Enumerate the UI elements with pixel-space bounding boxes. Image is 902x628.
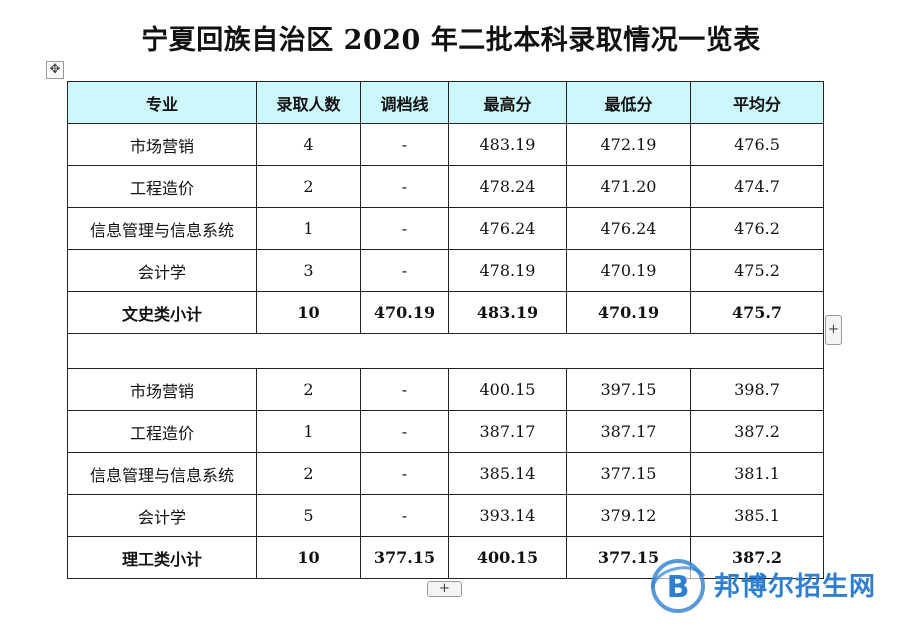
table-row: 市场营销 4 - 483.19 472.19 476.5 (67, 123, 824, 166)
header-min: 最低分 (566, 81, 691, 124)
cell-max[interactable]: 400.15 (448, 368, 567, 411)
add-column-button[interactable]: + (825, 315, 842, 345)
table-row: 信息管理与信息系统 1 - 476.24 476.24 476.2 (67, 207, 824, 250)
cell-min[interactable]: 379.12 (566, 494, 691, 537)
cell-cutoff[interactable]: - (360, 368, 449, 411)
cell-min[interactable]: 377.15 (566, 452, 691, 495)
cell-admitted[interactable]: 1 (256, 207, 361, 250)
add-row-button[interactable]: + (427, 581, 462, 597)
table-row: 信息管理与信息系统 2 - 385.14 377.15 381.1 (67, 452, 824, 495)
science-subtotal-row: 理工类小计 10 377.15 400.15 377.15 387.2 (67, 536, 824, 579)
cell-cutoff[interactable]: 470.19 (360, 291, 449, 334)
cell-avg[interactable]: 474.7 (690, 165, 824, 208)
table-row: 工程造价 1 - 387.17 387.17 387.2 (67, 410, 824, 453)
cell-avg[interactable]: 387.2 (690, 536, 824, 579)
cell-avg[interactable]: 385.1 (690, 494, 824, 537)
watermark-text: 邦博尔招生网 (714, 572, 877, 602)
cell-admitted[interactable]: 2 (256, 452, 361, 495)
cell-major[interactable]: 信息管理与信息系统 (67, 452, 257, 495)
cell-cutoff[interactable]: - (360, 249, 449, 292)
cell-cutoff[interactable]: - (360, 410, 449, 453)
table-row: 市场营销 2 - 400.15 397.15 398.7 (67, 368, 824, 411)
cell-max[interactable]: 385.14 (448, 452, 567, 495)
cell-min[interactable]: 471.20 (566, 165, 691, 208)
cell-cutoff[interactable]: 377.15 (360, 536, 449, 579)
cell-major[interactable]: 市场营销 (67, 123, 257, 166)
header-cutoff: 调档线 (360, 81, 449, 124)
cell-major[interactable]: 工程造价 (67, 165, 257, 208)
table-row: 会计学 3 - 478.19 470.19 475.2 (67, 249, 824, 292)
cell-admitted[interactable]: 10 (256, 291, 361, 334)
cell-min[interactable]: 472.19 (566, 123, 691, 166)
table-row: 工程造价 2 - 478.24 471.20 474.7 (67, 165, 824, 208)
cell-avg[interactable]: 475.7 (690, 291, 824, 334)
cell-admitted[interactable]: 1 (256, 410, 361, 453)
header-major: 专业 (67, 81, 257, 124)
cell-admitted[interactable]: 10 (256, 536, 361, 579)
cell-major[interactable]: 文史类小计 (67, 291, 257, 334)
cell-min[interactable]: 397.15 (566, 368, 691, 411)
header-max: 最高分 (448, 81, 567, 124)
cell-major[interactable]: 信息管理与信息系统 (67, 207, 257, 250)
watermark: B 邦博尔招生网 (644, 554, 894, 618)
cell-major[interactable]: 工程造价 (67, 410, 257, 453)
cell-max[interactable]: 478.24 (448, 165, 567, 208)
cell-major[interactable]: 理工类小计 (67, 536, 257, 579)
cell-admitted[interactable]: 2 (256, 165, 361, 208)
cell-max[interactable]: 400.15 (448, 536, 567, 579)
cell-admitted[interactable]: 4 (256, 123, 361, 166)
cell-admitted[interactable]: 2 (256, 368, 361, 411)
cell-avg[interactable]: 398.7 (690, 368, 824, 411)
liberal-arts-subtotal-row: 文史类小计 10 470.19 483.19 470.19 475.7 (67, 291, 824, 334)
cell-max[interactable]: 478.19 (448, 249, 567, 292)
table-move-handle-icon[interactable]: ✥ (46, 61, 64, 79)
cell-admitted[interactable]: 5 (256, 494, 361, 537)
cell-min[interactable]: 470.19 (566, 249, 691, 292)
cell-min[interactable]: 470.19 (566, 291, 691, 334)
watermark-logo-icon: B (650, 559, 706, 613)
watermark-logo-letter: B (667, 570, 690, 605)
cell-admitted[interactable]: 3 (256, 249, 361, 292)
cell-avg[interactable]: 381.1 (690, 452, 824, 495)
cell-max[interactable]: 483.19 (448, 291, 567, 334)
header-avg: 平均分 (690, 81, 824, 124)
cell-avg[interactable]: 476.5 (690, 123, 824, 166)
cell-avg[interactable]: 476.2 (690, 207, 824, 250)
table-header-row: 专业 录取人数 调档线 最高分 最低分 平均分 (67, 81, 824, 124)
cell-cutoff[interactable]: - (360, 452, 449, 495)
cell-avg[interactable]: 475.2 (690, 249, 824, 292)
table-row: 会计学 5 - 393.14 379.12 385.1 (67, 494, 824, 537)
cell-cutoff[interactable]: - (360, 207, 449, 250)
spacer-cell[interactable] (67, 333, 824, 369)
cell-cutoff[interactable]: - (360, 494, 449, 537)
cell-cutoff[interactable]: - (360, 123, 449, 166)
cell-min[interactable]: 476.24 (566, 207, 691, 250)
page-title: 宁夏回族自治区 2020 年二批本科录取情况一览表 (141, 25, 761, 56)
cell-max[interactable]: 476.24 (448, 207, 567, 250)
cell-avg[interactable]: 387.2 (690, 410, 824, 453)
cell-max[interactable]: 393.14 (448, 494, 567, 537)
header-admitted: 录取人数 (256, 81, 361, 124)
cell-major[interactable]: 会计学 (67, 494, 257, 537)
section-spacer-row (67, 333, 824, 369)
cell-min[interactable]: 387.17 (566, 410, 691, 453)
admission-table: 专业 录取人数 调档线 最高分 最低分 平均分 市场营销 4 - 483.19 … (67, 81, 824, 579)
cell-major[interactable]: 会计学 (67, 249, 257, 292)
cell-cutoff[interactable]: - (360, 165, 449, 208)
cell-major[interactable]: 市场营销 (67, 368, 257, 411)
cell-max[interactable]: 483.19 (448, 123, 567, 166)
cell-max[interactable]: 387.17 (448, 410, 567, 453)
